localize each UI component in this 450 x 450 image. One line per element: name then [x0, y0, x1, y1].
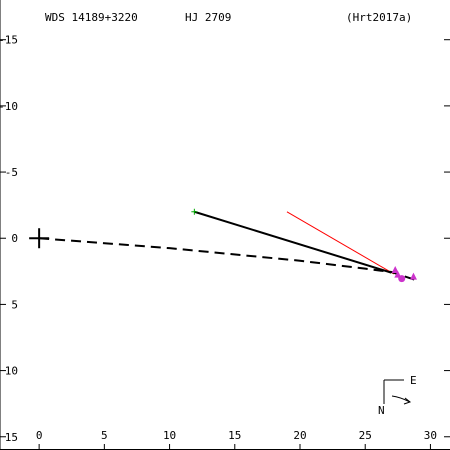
x-tick-label: 25 — [359, 429, 372, 442]
arrow-head-icon — [403, 397, 412, 405]
x-tick-label: 5 — [101, 429, 108, 442]
measurement-point — [398, 275, 406, 283]
y-tick-label: 5 — [11, 298, 18, 311]
compass-east-label: E — [410, 374, 417, 387]
y-tick-label: 10 — [5, 365, 18, 378]
discoverer-label: HJ 2709 — [185, 11, 231, 24]
y-tick-label: -5 — [5, 166, 18, 179]
y-tick-label: -10 — [0, 100, 18, 113]
compass-north-label: N — [378, 404, 385, 417]
x-tick-label: 10 — [163, 429, 176, 442]
orbit-arc-dashed — [39, 237, 418, 282]
y-tick-label: -15 — [0, 34, 18, 47]
orbit-reference-label: (Hrt2017a) — [346, 11, 412, 24]
measurement-point — [409, 272, 417, 280]
x-tick-label: 0 — [36, 429, 43, 442]
plot-series — [29, 208, 418, 283]
red-residual-line — [286, 211, 395, 275]
y-axis-ticks: 15 10 5 0 -5 -10 -15 — [0, 34, 450, 444]
y-tick-label: 15 — [5, 431, 18, 444]
x-tick-label: 20 — [293, 429, 306, 442]
wds-id-label: WDS 14189+3220 — [45, 11, 138, 24]
y-tick-label: 0 — [11, 232, 18, 245]
x-axis-ticks: 0 5 10 15 20 25 30 — [36, 429, 437, 450]
x-tick-label: 15 — [228, 429, 241, 442]
x-tick-label: 30 — [424, 429, 437, 442]
motion-direction-arrow-icon — [391, 395, 411, 403]
motion-line — [194, 210, 392, 274]
measurement-point — [391, 266, 399, 273]
compass: E N — [378, 374, 417, 417]
